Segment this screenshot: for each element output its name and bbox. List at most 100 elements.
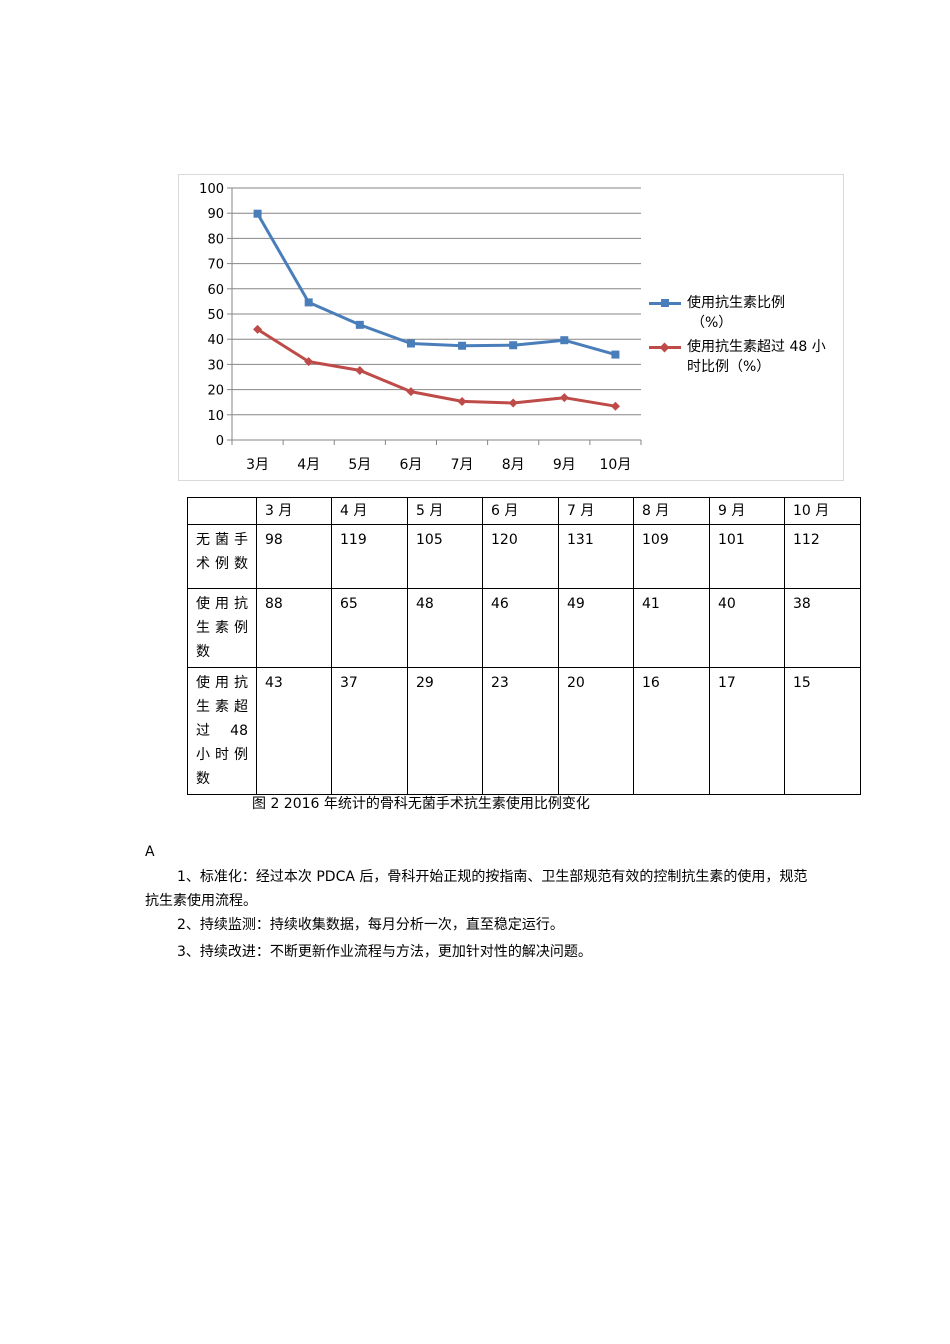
table-cell: 37 [331,667,408,795]
data-point-square [253,209,262,218]
row-label: 使用抗 生素例 数 [187,588,257,668]
table-cell: 17 [709,667,785,795]
table-cell: 101 [709,524,785,589]
x-tick-label: 7月 [451,457,474,473]
paragraph-monitoring: 2、持续监测：持续收集数据，每月分析一次，直至稳定运行。 [145,913,815,937]
y-tick-label: 60 [207,283,224,298]
figure-caption: 图 2 2016 年统计的骨科无菌手术抗生素使用比例变化 [252,796,590,812]
legend-item-over48h-rate: 使用抗生素超过 48 小 时比例（%） [649,337,839,377]
data-table: 3 月 4 月 5 月 6 月 7 月 8 月 9 月 10 月 无菌手 术例数… [187,497,861,795]
legend-item-antibiotic-rate: 使用抗生素比例 （%） [649,293,839,333]
row-label: 无菌手 术例数 [187,524,257,589]
table-cell: 23 [482,667,559,795]
table-cell: 88 [256,588,332,668]
table-cell: 109 [633,524,710,589]
table-cell: 119 [331,524,408,589]
data-point-diamond [253,324,263,334]
x-tick-label: 5月 [348,457,371,473]
y-tick-label: 80 [207,232,224,247]
table-row: 无菌手 术例数 98 119 105 120 131 109 101 112 [187,524,861,589]
x-tick-label: 3月 [246,457,269,473]
table-cell: 29 [407,667,483,795]
row-label-line: 使用抗 [196,675,248,691]
x-tick-label: 6月 [399,457,422,473]
data-point-square [560,336,569,345]
row-label-line: 生素超 [196,699,248,715]
table-header-cell: 10 月 [784,497,861,525]
table-cell: 49 [558,588,634,668]
row-label-line: 小时例 [196,747,248,763]
legend-swatch-blue [649,299,681,307]
table-cell: 112 [784,524,861,589]
data-point-square [355,320,364,329]
table-cell: 38 [784,588,861,668]
table-cell: 120 [482,524,559,589]
data-point-square [406,339,415,348]
paragraph-text: 3、持续改进：不断更新作业流程与方法，更加针对性的解决问题。 [177,944,592,960]
legend-label-line: 使用抗生素超过 48 小 [687,339,826,355]
y-tick-label: 30 [207,358,224,373]
legend-label-line: （%） [691,315,733,331]
y-tick-label: 50 [207,308,224,323]
row-label-line: 使用抗 [196,596,248,612]
data-point-square [304,298,313,307]
data-point-diamond [508,398,518,408]
table-header-cell: 6 月 [482,497,559,525]
paragraph-text: 1、标准化：经过本次 PDCA 后，骨科开始正规的按指南、卫生部规范有效的控制抗… [145,869,808,909]
data-point-diamond [304,357,314,367]
x-tick-label: 10月 [600,457,632,473]
x-tick-label: 9月 [553,457,576,473]
data-point-square [611,350,620,359]
table-cell: 41 [633,588,710,668]
paragraph-text: 2、持续监测：持续收集数据，每月分析一次，直至稳定运行。 [177,917,564,933]
row-label-line: 无菌手 [196,532,248,548]
table-cell: 16 [633,667,710,795]
paragraph-standardization: 1、标准化：经过本次 PDCA 后，骨科开始正规的按指南、卫生部规范有效的控制抗… [145,865,815,913]
y-tick-label: 40 [207,333,224,348]
table-header-cell: 3 月 [256,497,332,525]
table-header-cell: 5 月 [407,497,483,525]
line-chart: 0 10 20 30 40 50 60 70 80 90 100 3月 4月 5月 6月 7月 8月 9月 10月 … [178,174,844,481]
y-tick-label: 20 [207,384,224,399]
y-tick-label: 100 [199,182,224,197]
table-cell: 105 [407,524,483,589]
table-header-cell [187,497,257,525]
y-tick-label: 0 [216,434,224,449]
table-cell: 48 [407,588,483,668]
y-tick-label: 70 [207,258,224,273]
table-cell: 43 [256,667,332,795]
x-tick-label: 4月 [297,457,320,473]
table-header-cell: 9 月 [709,497,785,525]
table-cell: 46 [482,588,559,668]
row-label-line: 过 48 [196,723,248,739]
legend-label-line: 使用抗生素比例 [687,295,785,311]
row-label-line: 数 [196,644,210,660]
table-cell: 98 [256,524,332,589]
table-cell: 65 [331,588,408,668]
legend-swatch-red [649,342,681,353]
series-line [256,212,617,357]
row-label-line: 生素例 [196,620,248,636]
table-cell: 20 [558,667,634,795]
data-point-square [509,341,518,350]
table-header-row: 3 月 4 月 5 月 6 月 7 月 8 月 9 月 10 月 [187,497,861,525]
table-header-cell: 7 月 [558,497,634,525]
data-point-diamond [610,401,620,411]
series-line [256,327,617,408]
table-cell: 131 [558,524,634,589]
row-label: 使用抗 生素超 过 48 小时例 数 [187,667,257,795]
data-point-diamond [406,387,416,397]
y-tick-label: 90 [207,207,224,222]
data-point-diamond [355,365,365,375]
data-point-square [458,341,467,350]
table-cell: 40 [709,588,785,668]
data-point-diamond [559,393,569,403]
table-header-cell: 8 月 [633,497,710,525]
row-label-line: 术例数 [196,556,248,572]
legend-label-line: 时比例（%） [687,359,771,375]
table-row: 使用抗 生素超 过 48 小时例 数 43 37 29 23 20 16 17 … [187,667,861,795]
row-label-line: 数 [196,771,210,787]
table-header-cell: 4 月 [331,497,408,525]
section-letter: A [145,844,155,860]
y-tick-label: 10 [207,409,224,424]
